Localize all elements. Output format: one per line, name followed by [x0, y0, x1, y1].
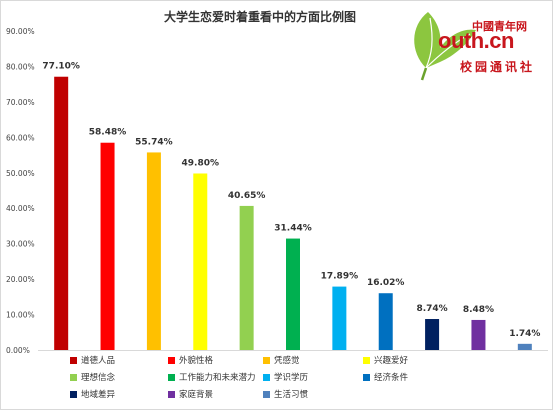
data-label: 1.74%	[509, 329, 540, 339]
bar	[239, 205, 254, 350]
y-tick-label: 70.00%	[6, 98, 35, 107]
legend-label: 凭感觉	[274, 356, 300, 366]
legend-label: 兴趣爱好	[374, 356, 409, 366]
legend-label: 工作能力和未来潜力	[179, 373, 256, 383]
bar	[332, 286, 347, 350]
legend-swatch	[70, 373, 77, 381]
legend-item: 学识学历	[263, 371, 363, 383]
legend-swatch	[168, 390, 175, 398]
data-label: 16.02%	[367, 278, 405, 288]
legend-item: 外貌性格	[168, 354, 263, 366]
legend-swatch	[263, 390, 270, 398]
legend-item: 经济条件	[363, 371, 463, 383]
data-label: 8.74%	[416, 304, 447, 314]
legend-item: 凭感觉	[263, 354, 363, 366]
legend-item: 兴趣爱好	[363, 354, 463, 366]
bar	[471, 319, 486, 350]
y-tick-label: 10.00%	[6, 311, 35, 320]
legend-label: 理想信念	[81, 373, 116, 383]
y-tick-label: 80.00%	[6, 62, 35, 71]
data-label: 40.65%	[228, 191, 266, 201]
legend-item: 道德人品	[70, 354, 168, 366]
data-label: 49.80%	[182, 158, 220, 168]
y-tick-label: 60.00%	[6, 133, 35, 142]
y-tick-label: 90.00%	[6, 27, 35, 36]
bar	[517, 343, 532, 350]
legend-item: 工作能力和未来潜力	[168, 371, 263, 383]
legend-item: 家庭背景	[168, 388, 263, 400]
y-tick-label: 30.00%	[6, 240, 35, 249]
legend-label: 学识学历	[274, 373, 309, 383]
chart-title: 大学生恋爱时着重看中的方面比例图	[163, 10, 356, 24]
legend-swatch	[70, 390, 77, 398]
bar	[378, 293, 393, 350]
y-tick-label: 20.00%	[6, 275, 35, 284]
legend-swatch	[70, 356, 77, 364]
ginkgo-leaf-icon	[414, 12, 476, 81]
legend-label: 地域差异	[81, 390, 116, 400]
logo-domain-text: outh.cn	[438, 28, 514, 53]
data-label: 31.44%	[274, 224, 312, 234]
data-label: 58.48%	[89, 128, 127, 138]
legend-label: 家庭背景	[179, 390, 214, 400]
legend-swatch	[363, 373, 370, 381]
legend-swatch	[263, 356, 270, 364]
bar	[425, 319, 440, 350]
chart-legend: 道德人品 外貌性格 凭感觉 兴趣爱好理想信念 工作能力和未来潜力 学识学历 经济条件地域差异…	[70, 354, 480, 400]
legend-label: 生活习惯	[274, 390, 309, 400]
logo-brand-text: 中國青年网	[472, 20, 527, 33]
data-label: 55.74%	[135, 137, 173, 147]
legend-swatch	[263, 373, 270, 381]
y-tick-label: 40.00%	[6, 204, 35, 213]
data-label: 17.89%	[321, 272, 359, 282]
youth-cn-logo: 中國青年网 outh.cn 校园通讯社	[404, 4, 552, 84]
legend-item: 理想信念	[70, 371, 168, 383]
bar	[286, 238, 300, 350]
legend-item: 生活习惯	[263, 388, 363, 400]
bar	[54, 76, 69, 351]
legend-label: 经济条件	[374, 373, 409, 383]
logo-subtitle-text: 校园通讯社	[460, 60, 536, 74]
y-tick-label: 50.00%	[6, 169, 35, 178]
data-label: 8.48%	[463, 305, 494, 315]
legend-item: 地域差异	[70, 388, 168, 400]
legend-swatch	[168, 373, 175, 381]
bar	[100, 142, 115, 350]
legend-label: 道德人品	[81, 356, 116, 366]
legend-label: 外貌性格	[179, 356, 214, 366]
bar	[193, 173, 208, 350]
data-label: 77.10%	[42, 62, 80, 72]
y-tick-label: 0.00%	[6, 346, 30, 355]
legend-swatch	[168, 356, 175, 364]
legend-swatch	[363, 356, 370, 364]
bar	[146, 152, 161, 350]
